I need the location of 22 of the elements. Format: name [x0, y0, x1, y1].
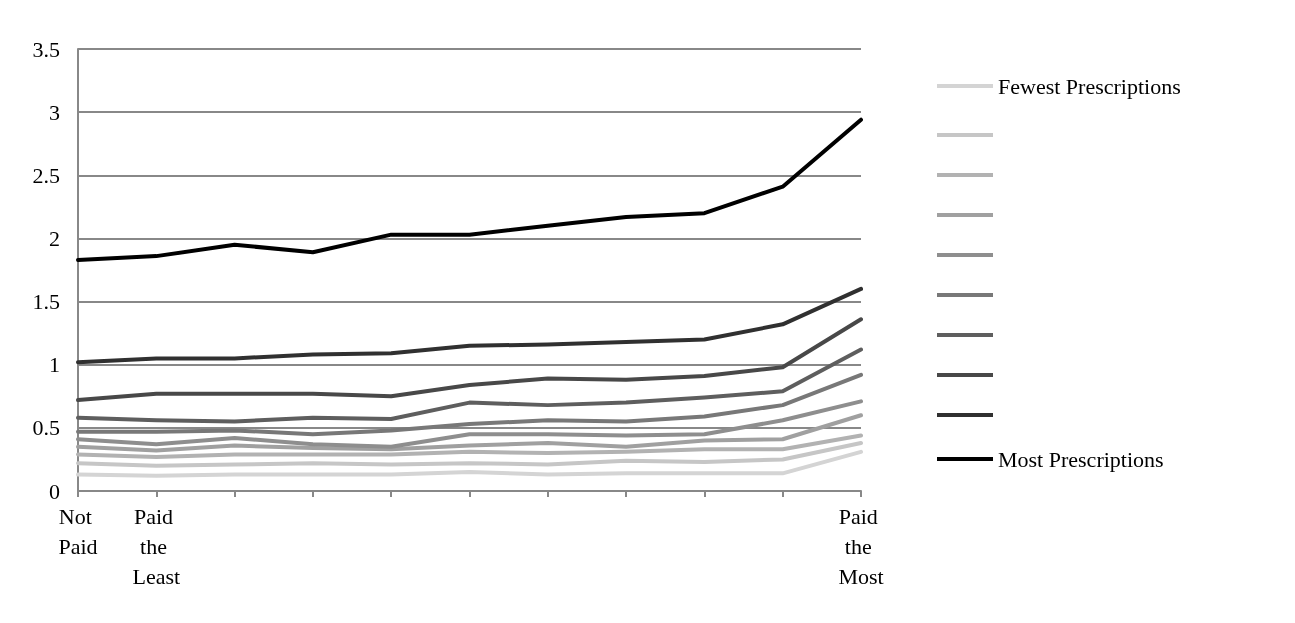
- line-series: [76, 441, 863, 468]
- legend-label: Fewest Prescriptions: [998, 73, 1181, 99]
- y-tick-label: 2: [49, 225, 60, 251]
- line-series: [76, 347, 863, 424]
- line-series: [76, 413, 863, 453]
- y-tick-label: 2.5: [32, 162, 60, 188]
- line-series: [76, 117, 863, 262]
- y-tick-label: 3: [49, 99, 60, 125]
- line-series: [76, 317, 863, 403]
- line-series: [76, 449, 863, 478]
- y-tick-label: 1.5: [32, 289, 60, 315]
- y-tick-label: 1: [49, 352, 60, 378]
- x-tick-label: Not Paid: [58, 503, 98, 559]
- x-tick-label: Paid the Most: [838, 503, 884, 589]
- line-series: [76, 286, 863, 365]
- y-tick-label: 0: [49, 478, 60, 504]
- line-series: [76, 372, 863, 437]
- line-series: [76, 433, 863, 459]
- x-tick-label: Paid the Least: [132, 503, 181, 589]
- legend-label: Most Prescriptions: [998, 446, 1164, 472]
- y-tick-label: 3.5: [32, 36, 60, 62]
- y-tick-label: 0.5: [32, 415, 60, 441]
